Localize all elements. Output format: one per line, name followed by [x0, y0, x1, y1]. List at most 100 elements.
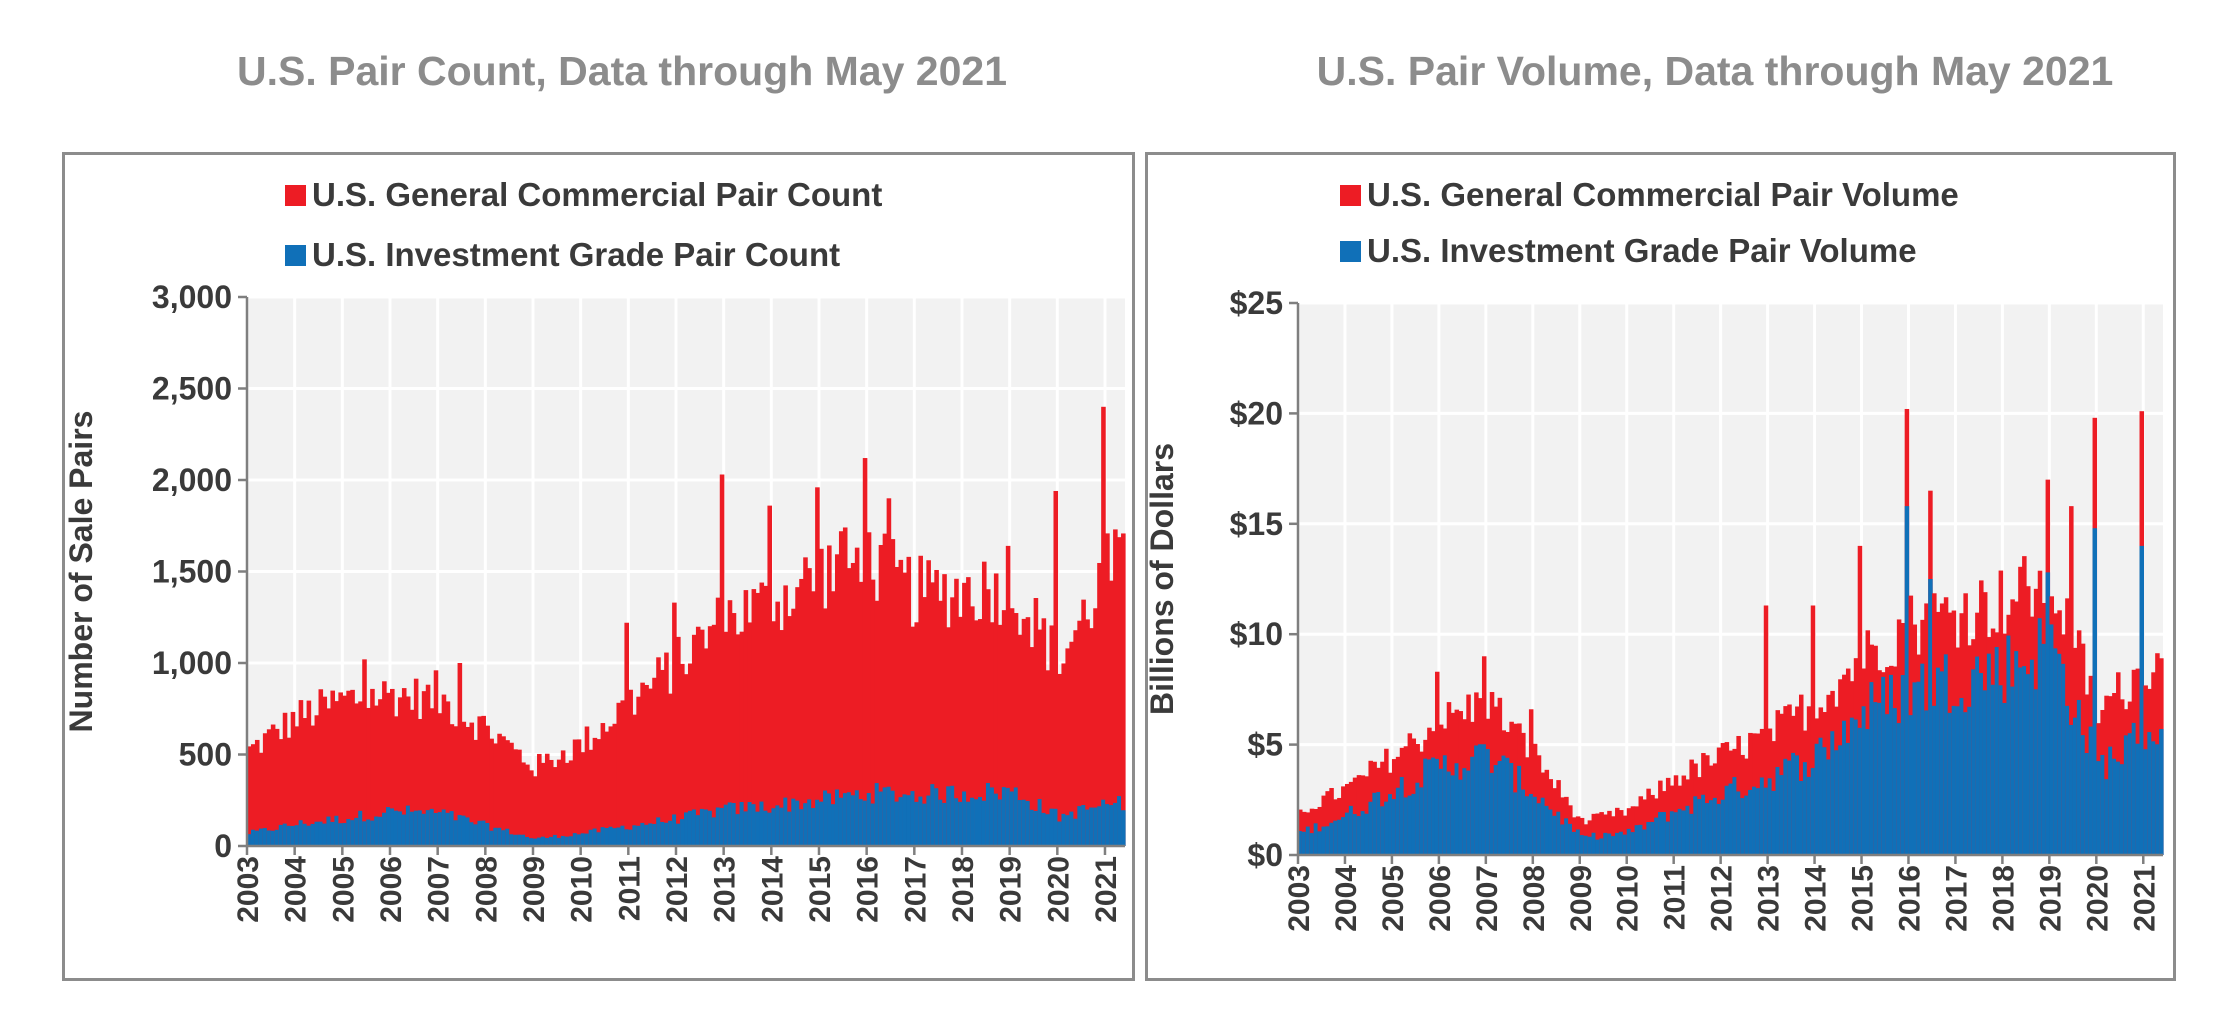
bar-general [723, 631, 729, 846]
bar-general [958, 616, 963, 846]
bar-investment [1029, 809, 1035, 846]
bar-investment [831, 804, 836, 846]
x-tick-label: 2006 [1424, 865, 1457, 932]
x-tick-label: 2003 [1283, 865, 1316, 932]
bar-investment [691, 809, 697, 846]
bar-investment [1450, 775, 1456, 855]
bar-general [827, 545, 832, 846]
bar-investment [926, 795, 931, 846]
bar-general [282, 712, 288, 846]
bar-investment [2022, 666, 2027, 855]
bar-investment [346, 819, 351, 846]
bar-investment [2108, 746, 2113, 855]
bar-general [544, 753, 550, 846]
bar-general [1763, 605, 1769, 855]
bar-general [676, 636, 681, 846]
bar-investment [1364, 813, 1370, 855]
bar-general [751, 589, 757, 846]
bar-investment [338, 823, 343, 846]
bar-investment [1615, 832, 1620, 855]
bar-investment [632, 825, 637, 846]
bar-general [707, 626, 713, 846]
volume-chart-title: U.S. Pair Volume, Data through May 2021 [1316, 48, 2114, 94]
bar-investment [1005, 787, 1011, 846]
bar-investment [1388, 794, 1393, 855]
bar-investment [1767, 778, 1773, 855]
bar-general [1001, 610, 1007, 846]
bar-general [1017, 634, 1023, 846]
bar-general [378, 699, 383, 846]
bar-investment [533, 838, 538, 846]
bar-investment [695, 815, 701, 846]
bar-investment [584, 833, 590, 846]
bar-investment [1571, 831, 1577, 855]
bar-general [1117, 537, 1122, 846]
bar-investment [1513, 792, 1518, 855]
bar-investment [1810, 768, 1816, 855]
bar-general [481, 715, 486, 846]
bar-general [525, 764, 530, 846]
bar-general [513, 749, 518, 846]
bar-investment [2014, 651, 2019, 855]
bar-general [346, 690, 351, 846]
bar-investment [1783, 758, 1788, 855]
bar-general [767, 505, 773, 846]
bar-general [1109, 580, 1114, 846]
bar-general [608, 726, 614, 846]
bar-investment [2147, 732, 2152, 855]
bar-general [584, 726, 590, 846]
bar-general [290, 711, 296, 846]
bar-investment [751, 804, 757, 846]
bar-general [954, 578, 959, 846]
bar-general [429, 708, 435, 846]
y-tick-label: $15 [1230, 506, 1283, 542]
bar-general [632, 714, 637, 846]
bar-general [616, 702, 622, 846]
bar-investment [489, 830, 494, 846]
bar-investment [1407, 795, 1413, 855]
bar-general [465, 726, 471, 846]
bar-general [989, 622, 995, 846]
bar-general [640, 682, 645, 846]
bar-investment [505, 828, 510, 846]
bar-investment [2080, 735, 2086, 855]
bar-investment [1341, 817, 1346, 855]
bar-investment [779, 807, 784, 846]
bar-investment [862, 800, 868, 846]
bar-investment [330, 821, 336, 846]
bar-investment [1842, 720, 1847, 855]
bar-general [970, 606, 975, 846]
bar-general [993, 573, 999, 846]
bar-investment [1485, 749, 1491, 855]
x-tick-label: 2008 [470, 856, 503, 923]
bar-general [330, 690, 336, 846]
bar-investment [707, 810, 713, 846]
bar-general [1005, 545, 1011, 846]
bar-investment [1423, 758, 1428, 855]
bar-investment [1732, 777, 1737, 855]
bar-investment [1955, 706, 1961, 855]
bar-investment [676, 823, 681, 846]
y-tick-label: 2,000 [152, 462, 232, 498]
bar-investment [1309, 833, 1315, 855]
bar-general [247, 746, 252, 846]
bar-investment [544, 837, 550, 846]
bar-investment [513, 834, 518, 846]
bar-general [962, 582, 967, 846]
bar-general [370, 688, 375, 846]
bar-general [922, 597, 927, 846]
bar-general [703, 648, 709, 846]
bar-general [433, 670, 439, 846]
bar-investment [1720, 799, 1726, 855]
bar-investment [2045, 572, 2051, 855]
x-tick-label: 2018 [947, 856, 980, 923]
bar-general [1407, 733, 1413, 855]
bar-investment [1560, 824, 1565, 855]
bar-investment [644, 824, 649, 846]
bar-investment [1325, 826, 1330, 855]
bar-investment [318, 821, 324, 846]
bar-investment [390, 808, 395, 846]
bar-investment [370, 820, 375, 846]
bar-investment [1356, 816, 1362, 855]
bar-investment [648, 823, 653, 846]
